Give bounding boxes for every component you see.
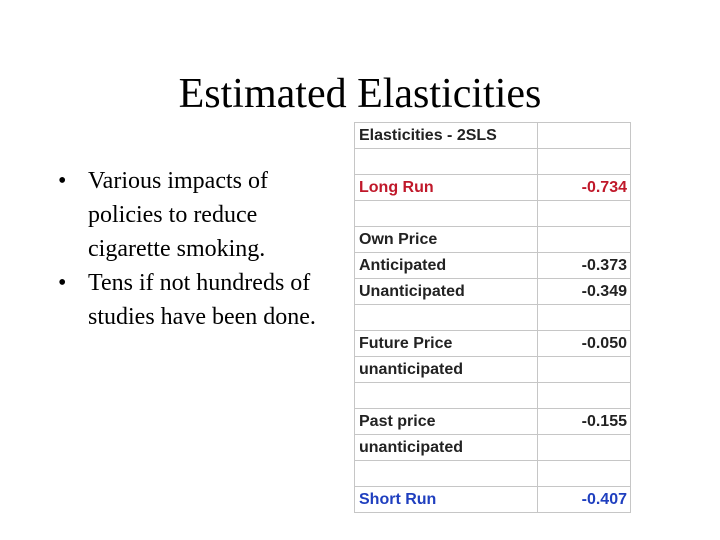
table-row: Unanticipated -0.349 <box>354 278 631 305</box>
table-row <box>354 304 631 331</box>
future-price-unanticipated-label: unanticipated <box>354 356 538 383</box>
short-run-label: Short Run <box>354 486 538 513</box>
past-price-value: -0.155 <box>537 408 631 435</box>
table-cell-empty <box>537 434 631 461</box>
future-price-label: Future Price <box>354 330 538 357</box>
table-header-cell: Elasticities - 2SLS <box>354 122 538 149</box>
table-row: Anticipated -0.373 <box>354 252 631 279</box>
own-price-label: Own Price <box>354 226 538 253</box>
table-row: Future Price -0.050 <box>354 330 631 357</box>
bullet-text: Tens if not hundreds of studies have bee… <box>88 270 316 330</box>
past-price-label: Past price <box>354 408 538 435</box>
table-row <box>354 200 631 227</box>
past-price-unanticipated-label: unanticipated <box>354 434 538 461</box>
table-cell-empty <box>537 356 631 383</box>
table-row: unanticipated <box>354 434 631 461</box>
own-price-anticipated-value: -0.373 <box>537 252 631 279</box>
long-run-value: -0.734 <box>537 174 631 201</box>
table-cell-empty <box>537 148 631 175</box>
bullet-list: • Various impacts of policies to reduce … <box>58 164 320 334</box>
table-row <box>354 148 631 175</box>
own-price-unanticipated-value: -0.349 <box>537 278 631 305</box>
table-row: Short Run -0.407 <box>354 486 631 513</box>
table-cell-empty <box>537 304 631 331</box>
bullet-item: • Tens if not hundreds of studies have b… <box>58 266 320 334</box>
table-cell-empty <box>537 382 631 409</box>
bullet-item: • Various impacts of policies to reduce … <box>58 164 320 266</box>
table-cell-empty <box>537 122 631 149</box>
slide-title: Estimated Elasticities <box>178 71 542 117</box>
table-cell-empty <box>354 148 538 175</box>
bullet-text: Various impacts of policies to reduce ci… <box>88 168 268 262</box>
own-price-unanticipated-label: Unanticipated <box>354 278 538 305</box>
table-cell-empty <box>354 200 538 227</box>
table-cell-empty <box>354 304 538 331</box>
bullet-icon: • <box>58 168 67 194</box>
table-row: Own Price <box>354 226 631 253</box>
bullet-icon: • <box>58 270 67 296</box>
table-cell-empty <box>354 382 538 409</box>
table-row <box>354 382 631 409</box>
table-row <box>354 460 631 487</box>
table-row: Long Run -0.734 <box>354 174 631 201</box>
table-row: unanticipated <box>354 356 631 383</box>
table-cell-empty <box>354 460 538 487</box>
elasticities-table: Elasticities - 2SLS Long Run -0.734 Own … <box>354 122 631 513</box>
table-row: Elasticities - 2SLS <box>354 122 631 149</box>
short-run-value: -0.407 <box>537 486 631 513</box>
table-cell-empty <box>537 460 631 487</box>
table-cell-empty <box>537 226 631 253</box>
long-run-label: Long Run <box>354 174 538 201</box>
elasticities-table-container: Elasticities - 2SLS Long Run -0.734 Own … <box>354 122 631 513</box>
table-row: Past price -0.155 <box>354 408 631 435</box>
table-cell-empty <box>537 200 631 227</box>
future-price-value: -0.050 <box>537 330 631 357</box>
own-price-anticipated-label: Anticipated <box>354 252 538 279</box>
